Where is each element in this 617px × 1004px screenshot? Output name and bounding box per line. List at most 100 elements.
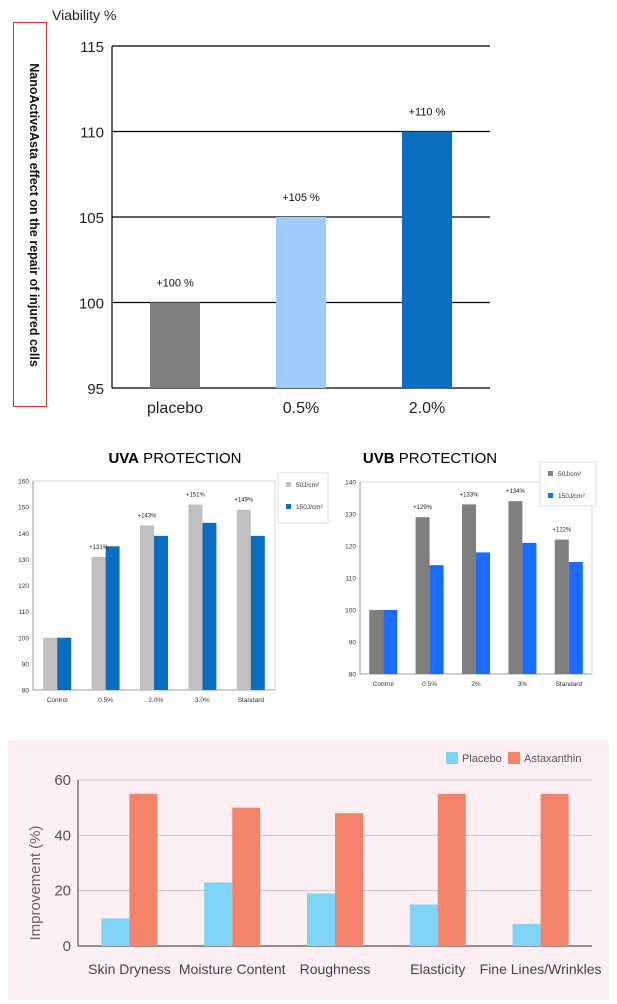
y-tick-label: 80 <box>22 688 30 695</box>
data-label: +122% <box>552 528 572 534</box>
y-tick-label: 100 <box>18 635 29 642</box>
uvb-plot: 80 90 100 110 120 130 140 Control +129% 0.5% +133%… <box>345 461 597 688</box>
uva-title-rest: PROTECTION <box>139 450 242 467</box>
x-tick-label: 0.5% <box>98 697 113 704</box>
bar <box>512 923 541 946</box>
bar <box>568 562 583 674</box>
bar <box>150 302 200 388</box>
y-tick-label: 80 <box>349 672 357 679</box>
uva-title: UVA PROTECTION <box>108 450 241 467</box>
bar <box>232 807 261 946</box>
uva-plot: 80 90 100 110 120 130 140 150 160 Control +131% 0.5… <box>18 472 329 704</box>
legend-box <box>277 472 329 524</box>
bar <box>101 918 130 946</box>
y-tick-label: 110 <box>80 125 104 142</box>
bar <box>462 504 476 674</box>
bar <box>202 522 217 690</box>
bar <box>276 217 326 388</box>
y-tick-label: 120 <box>18 583 29 590</box>
y-tick-label: 150 <box>18 505 29 512</box>
y-tick-label: 40 <box>54 827 71 844</box>
legend-label: Astaxanthin <box>524 753 581 765</box>
y-tick-label: 90 <box>22 661 30 668</box>
legend-label: 150J/cm² <box>296 504 324 511</box>
x-tick-label: 2% <box>471 681 481 688</box>
bar <box>105 546 120 690</box>
legend-box <box>539 461 597 507</box>
legend-swatch <box>446 752 458 764</box>
bar <box>554 539 569 674</box>
bar <box>383 610 398 674</box>
legend-swatch <box>508 752 520 764</box>
data-label: +134% <box>506 489 526 495</box>
bar <box>129 793 158 946</box>
uvb-title-bold: UVB <box>363 450 395 467</box>
y-tick-label: 90 <box>349 640 357 647</box>
x-tick-label: Standard <box>556 681 583 688</box>
bar <box>250 535 265 690</box>
y-tick-label: 160 <box>18 479 29 486</box>
x-tick-label: placebo <box>147 400 203 417</box>
viability-plot: 95 100 105 110 115 +100 % placebo +105 % 0.5% +11… <box>79 39 490 417</box>
data-label: +143% <box>138 513 158 519</box>
y-tick-label: 100 <box>345 608 356 615</box>
bar <box>335 813 363 946</box>
y-tick-label: 115 <box>80 39 104 56</box>
improvement-background <box>8 740 609 1000</box>
y-tick-label: 140 <box>18 531 29 538</box>
y-tick-label: 110 <box>19 609 30 616</box>
data-label: +100 % <box>156 278 194 290</box>
x-tick-label: Fine Lines/Wrinkles <box>480 961 602 977</box>
x-tick-label: Standard <box>238 697 265 704</box>
x-tick-label: 0.5% <box>283 400 319 417</box>
bar <box>57 637 72 690</box>
bar <box>409 904 438 946</box>
bar <box>522 542 537 674</box>
x-tick-label: 0.5% <box>422 681 437 688</box>
x-tick-label: Control <box>373 681 395 688</box>
bar <box>415 517 430 674</box>
data-label: +149% <box>234 498 254 504</box>
y-tick-label: 0 <box>63 938 71 955</box>
bar <box>508 501 523 674</box>
bar <box>437 793 466 946</box>
y-tick-label: 130 <box>345 512 356 519</box>
legend-label: 50J/cm² <box>296 482 320 489</box>
data-label: +110 % <box>409 107 446 119</box>
x-tick-label: Moisture Content <box>179 961 286 977</box>
x-tick-label: 3.0% <box>195 697 210 704</box>
legend-swatch <box>286 504 291 509</box>
side-label-frame <box>13 22 47 407</box>
improvement-plot: 0 20 40 60 Skin Dryness Moisture Content Rough… <box>54 752 602 977</box>
legend-swatch <box>286 482 291 487</box>
y-tick-label: 110 <box>346 576 357 583</box>
uva-title-bold: UVA <box>108 450 139 467</box>
y-tick-label: 120 <box>345 544 356 551</box>
legend-swatch <box>548 493 553 498</box>
x-tick-label: Roughness <box>300 961 371 977</box>
x-tick-label: 2.0% <box>409 400 445 417</box>
bar <box>140 525 154 690</box>
data-label: +151% <box>186 493 206 499</box>
bar <box>476 552 490 674</box>
uvb-title: UVB PROTECTION <box>363 450 497 467</box>
legend-label: Placebo <box>462 753 502 765</box>
x-tick-label: Skin Dryness <box>88 961 170 977</box>
y-tick-label: 130 <box>18 557 29 564</box>
x-tick-label: . 2.0% <box>145 697 164 704</box>
uvb-title-rest: PROTECTION <box>395 450 498 467</box>
data-label: +131% <box>89 545 109 551</box>
bar <box>307 893 335 946</box>
x-tick-label: 3% <box>518 681 528 688</box>
y-tick-label: 60 <box>54 772 71 789</box>
y-tick-label: 95 <box>87 381 104 398</box>
y-tick-label: 20 <box>54 883 71 900</box>
legend-label: 50J/cm² <box>558 471 582 478</box>
improvement-chart: Improvement (%) 0 20 40 60 Skin Dryness Moist… <box>8 740 609 1000</box>
legend-swatch <box>548 471 553 476</box>
uva-chart: UVA PROTECTION 80 90 100 110 120 130 140 150 160… <box>18 450 329 704</box>
y-tick-label: 100 <box>79 296 104 313</box>
improvement-y-label: Improvement (%) <box>27 825 44 940</box>
bar <box>43 637 58 690</box>
data-label: +133% <box>460 492 480 498</box>
